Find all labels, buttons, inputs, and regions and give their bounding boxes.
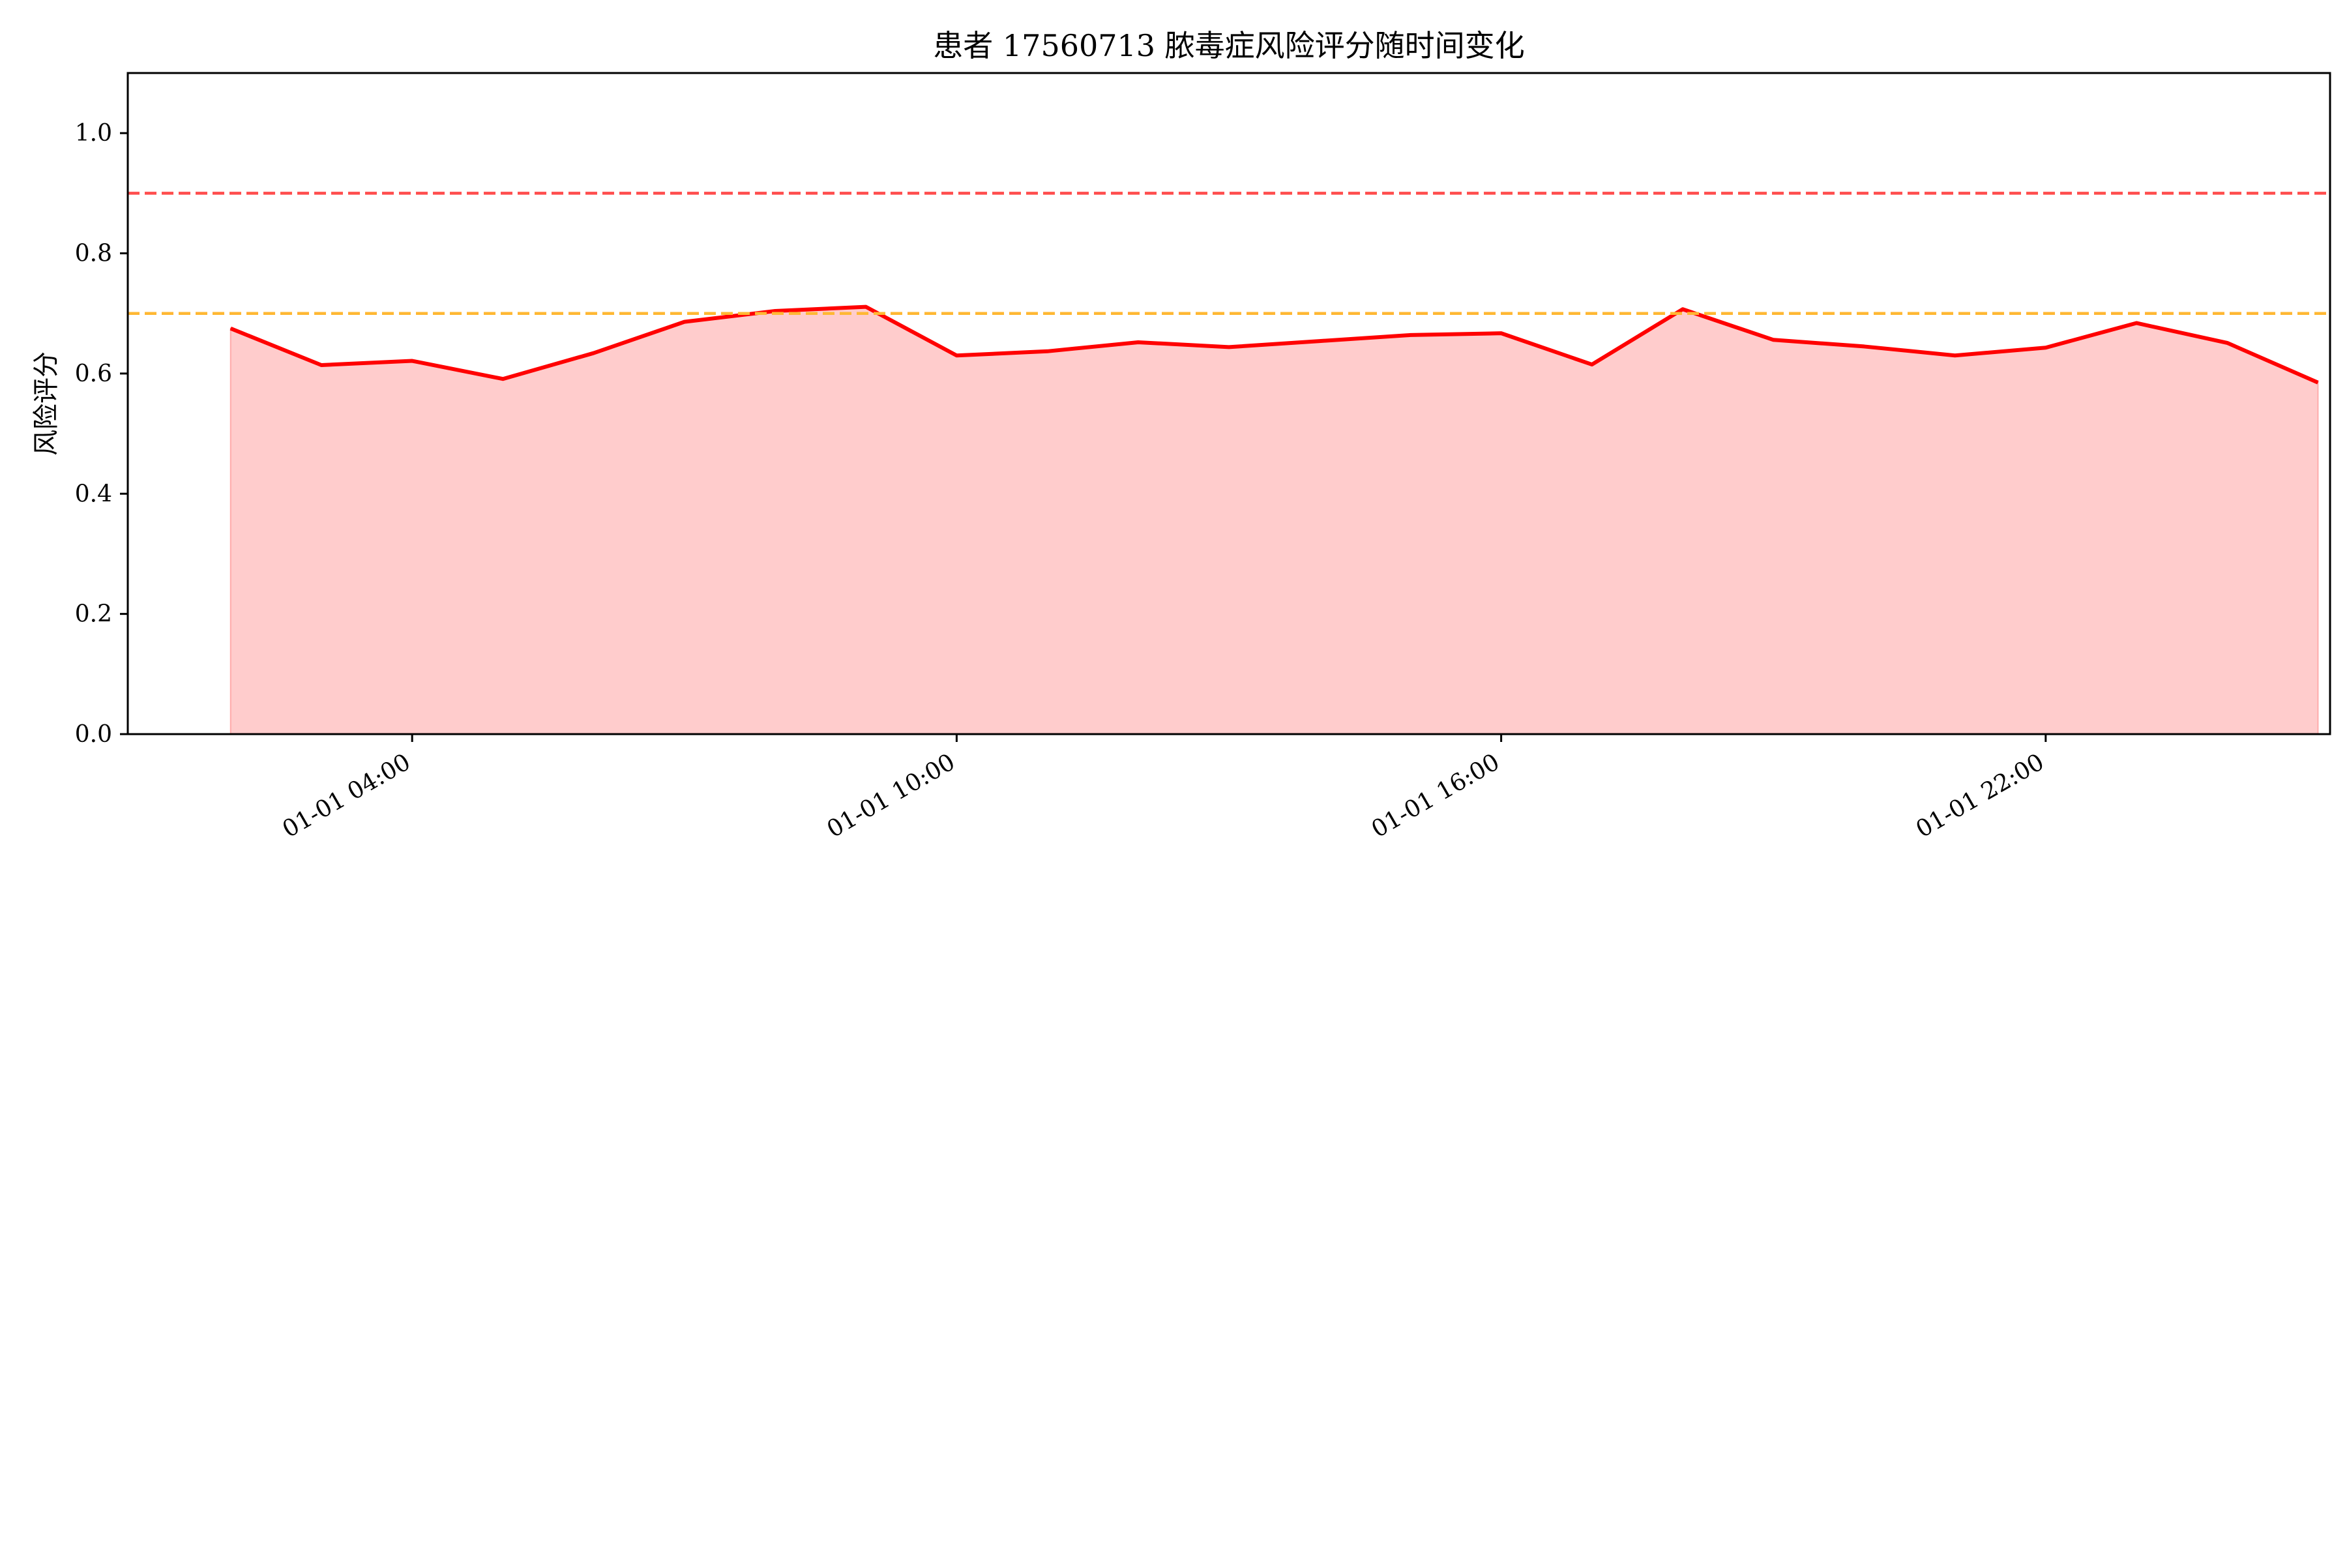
chart-title: 患者 17560713 脓毒症风险评分随时间变化	[933, 28, 1524, 63]
data-point	[684, 321, 685, 323]
x-tick-label: 01-01 22:00	[1912, 748, 2048, 843]
y-axis-label: 风险评分	[31, 351, 61, 456]
y-tick-label: 0.6	[75, 361, 112, 387]
series-line-0	[229, 304, 2319, 385]
data-point	[230, 328, 231, 329]
data-point	[956, 355, 957, 356]
data-point	[1228, 346, 1230, 348]
series-area-0	[229, 306, 2319, 735]
data-point	[1410, 334, 1411, 336]
y-tick-label: 0.0	[75, 721, 112, 748]
x-tick-label: 01-01 04:00	[278, 748, 415, 843]
x-tick-label: 01-01 16:00	[1367, 748, 1504, 843]
y-tick-label: 0.4	[75, 481, 112, 507]
y-tick-label: 0.8	[75, 241, 112, 267]
plot-area: 0.0 0.2 0.4 0.6 0.8 1.0 01-01 04:00 01-01 10:00…	[75, 72, 2331, 843]
data-point	[1863, 346, 1865, 347]
data-point	[1591, 364, 1593, 365]
axes-frame	[126, 72, 2331, 735]
x-tick-label: 01-01 10:00	[823, 748, 960, 843]
data-point	[2226, 342, 2228, 344]
y-tick-label: 1.0	[75, 120, 112, 147]
y-tick-label: 0.2	[75, 601, 112, 628]
